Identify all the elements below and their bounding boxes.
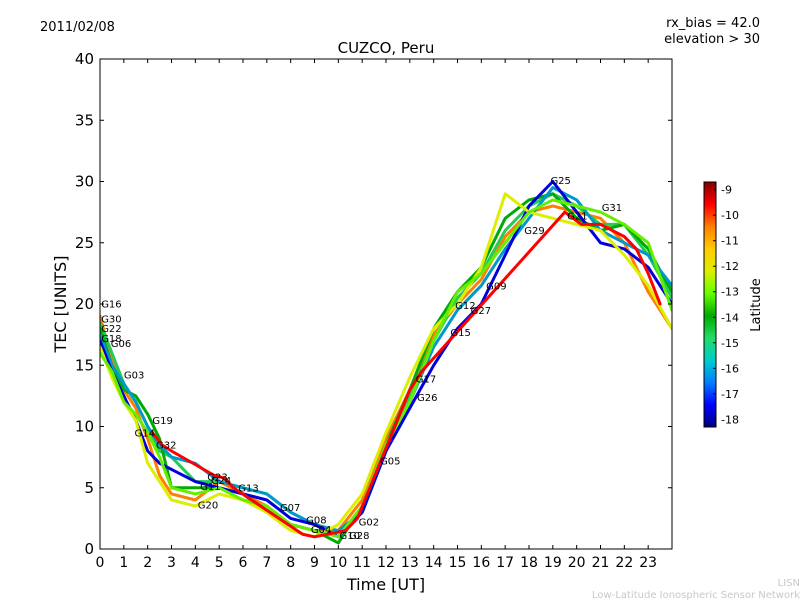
satellite-label: G05: [380, 456, 400, 467]
satellite-label: G19: [152, 416, 172, 427]
axes: 0 1 2 3 4 5 6 7 8 9 10 11 12 13 14 15 16 17 18 19 20 21 22 2305…: [75, 50, 672, 571]
x-tick-label: 0: [96, 555, 105, 571]
footer-network: Low-Latitude Ionospheric Sensor Network: [592, 590, 800, 600]
satellite-label: G11: [200, 482, 220, 493]
satellite-label: G09: [486, 281, 506, 292]
satellite-label: G18: [101, 334, 121, 345]
date-label: 2011/02/08: [40, 20, 115, 35]
x-tick-label: 2: [143, 555, 152, 571]
satellite-label: G21: [567, 211, 587, 222]
satellite-label: G28: [349, 531, 369, 542]
satellite-label: G23: [207, 472, 227, 483]
x-tick-label: 13: [401, 555, 419, 571]
colorbar-tick-label: -18: [721, 413, 739, 426]
x-tick-label: 16: [472, 555, 490, 571]
colorbar-tick-label: -12: [721, 260, 739, 273]
x-tick-label: 18: [520, 555, 538, 571]
tec-series-6: [100, 198, 672, 539]
x-tick-label: 6: [239, 555, 248, 571]
y-tick-label: 30: [75, 173, 94, 191]
data-layer: [100, 180, 672, 545]
colorbar-ticks: -9 -10 -11 -12 -13 -14 -15 -16 -17 -18: [713, 184, 739, 426]
satellite-label: G13: [238, 483, 258, 494]
y-tick-label: 25: [75, 234, 94, 252]
y-axis-label: TEC [UNITS]: [51, 256, 70, 354]
satellite-label: G14: [135, 428, 155, 439]
y-tick-label: 40: [75, 50, 94, 68]
x-tick-label: 15: [449, 555, 467, 571]
satellite-label: G22: [101, 324, 121, 335]
x-tick-label: 4: [191, 555, 200, 571]
chart-title: CUZCO, Peru: [338, 39, 435, 57]
tec-series-0: [100, 204, 672, 533]
rx-bias-label: rx_bias = 42.0: [666, 16, 760, 31]
satellite-label: G12: [455, 301, 475, 312]
x-tick-label: 20: [568, 555, 586, 571]
satellite-label: G15: [450, 328, 470, 339]
x-axis-label: Time [UT]: [346, 575, 425, 594]
tec-series-7: [150, 210, 662, 539]
x-tick-label: 14: [425, 555, 443, 571]
satellite-label: G29: [524, 226, 544, 237]
y-tick-label: 0: [84, 540, 94, 558]
colorbar: [703, 181, 717, 428]
colorbar-tick-label: -9: [721, 184, 732, 197]
satellite-label: G06: [111, 339, 131, 350]
y-tick-label: 5: [84, 479, 94, 497]
satellite-label: G30: [101, 314, 121, 325]
satellite-label: G03: [124, 371, 144, 382]
x-tick-label: 3: [167, 555, 176, 571]
x-tick-label: 1: [119, 555, 128, 571]
satellite-label: G10: [340, 531, 360, 542]
colorbar-tick-label: -16: [721, 362, 739, 375]
tec-series-1: [100, 192, 672, 539]
x-tick-label: 21: [592, 555, 610, 571]
x-tick-label: 17: [496, 555, 514, 571]
colorbar-tick-label: -14: [721, 311, 739, 324]
x-tick-label: 7: [262, 555, 271, 571]
tec-series-4: [100, 180, 672, 539]
colorbar-label: Latitude: [749, 278, 764, 332]
colorbar-tick-label: -15: [721, 337, 739, 350]
satellite-label: G17: [416, 374, 436, 385]
colorbar-tick-label: -11: [721, 235, 739, 248]
tec-series-3: [100, 186, 672, 533]
x-tick-label: 10: [329, 555, 347, 571]
satellite-label: G02: [359, 518, 379, 529]
x-tick-label: 19: [544, 555, 562, 571]
colorbar-tick-label: -13: [721, 286, 739, 299]
satellite-label: G16: [101, 300, 121, 311]
satellite-label: G04: [311, 525, 331, 536]
satellite-label: G26: [417, 393, 437, 404]
satellite-label: G27: [471, 306, 491, 317]
satellite-label: G25: [550, 176, 570, 187]
satellite-label: G24: [211, 476, 231, 487]
y-tick-label: 15: [75, 356, 94, 374]
x-tick-label: 22: [615, 555, 633, 571]
y-tick-label: 10: [75, 418, 94, 436]
satellite-label: G31: [602, 203, 622, 214]
x-tick-label: 12: [377, 555, 395, 571]
colorbar-tick-label: -17: [721, 388, 739, 401]
tec-series-5: [100, 192, 672, 539]
satellite-label: G32: [156, 441, 176, 452]
y-tick-label: 35: [75, 111, 94, 129]
x-tick-label: 11: [353, 555, 371, 571]
x-tick-label: 8: [286, 555, 295, 571]
x-tick-label: 9: [310, 555, 319, 571]
satellite-label: G07: [280, 503, 300, 514]
x-tick-label: 5: [215, 555, 224, 571]
colorbar-tick-label: -10: [721, 209, 739, 222]
satellite-label: G20: [198, 501, 218, 512]
x-tick-label: 23: [639, 555, 657, 571]
footer-lisn: LISN: [778, 578, 800, 589]
satellite-label: G08: [306, 515, 326, 526]
y-tick-label: 20: [75, 295, 94, 313]
elevation-label: elevation > 30: [664, 32, 760, 47]
